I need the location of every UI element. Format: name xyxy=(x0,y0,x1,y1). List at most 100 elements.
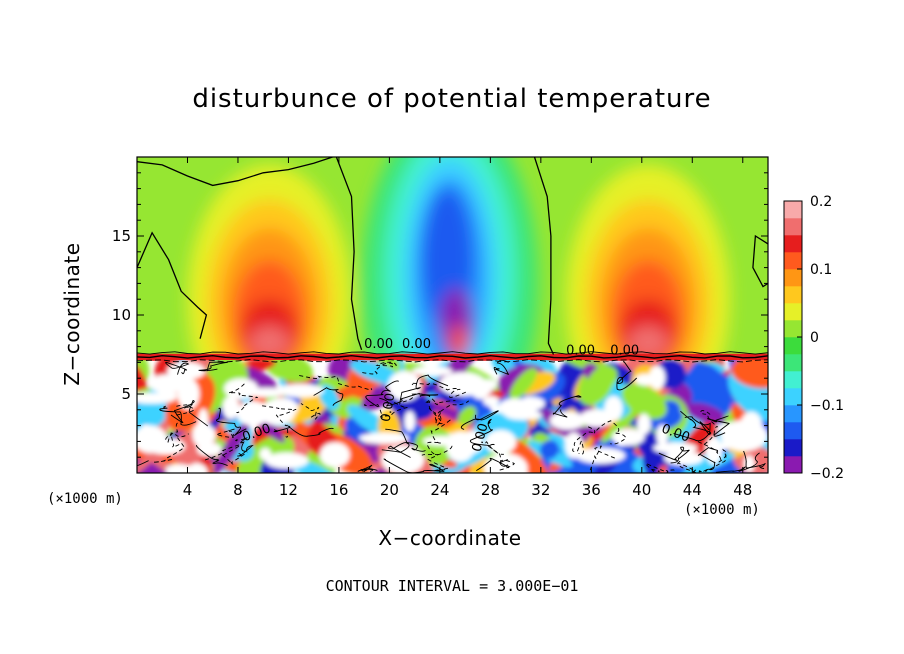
contour-line-lower xyxy=(273,425,334,437)
white-patch xyxy=(259,447,272,461)
contour-line-lower xyxy=(165,422,181,448)
contour-line-lower xyxy=(313,387,344,406)
white-patch xyxy=(637,413,651,435)
contour-line-lower xyxy=(743,450,766,469)
white-patch xyxy=(388,370,422,402)
x-tick-label: 8 xyxy=(233,481,243,499)
colorbar-swatch xyxy=(784,337,802,355)
turbulent-patch xyxy=(731,360,768,389)
white-patch xyxy=(483,395,500,407)
contour-line-lower xyxy=(198,361,228,372)
white-patch xyxy=(264,452,309,469)
warm-lobe-right xyxy=(627,326,669,358)
white-patch xyxy=(244,387,288,398)
contour-line-lower xyxy=(228,383,258,414)
contour-line-lower xyxy=(300,403,321,420)
colorbar-swatch xyxy=(784,371,802,389)
turbulent-patch xyxy=(685,402,726,425)
interface-contour xyxy=(136,351,769,355)
warm-lobe-left xyxy=(249,326,290,358)
white-patch xyxy=(165,464,193,473)
white-patch xyxy=(259,399,296,426)
contour-line-lower xyxy=(677,460,703,473)
contour-line-lower xyxy=(460,410,499,430)
contour-line-lower xyxy=(365,380,399,408)
interface-contour xyxy=(136,359,769,363)
contour-line-lower xyxy=(262,405,297,438)
contour-label: 0.00 xyxy=(470,422,492,454)
colorbar-swatch xyxy=(784,388,802,406)
white-patch xyxy=(611,428,645,446)
white-patch xyxy=(277,383,324,398)
contour-label: 0.00 xyxy=(379,392,399,423)
colorbar-swatch xyxy=(784,218,802,236)
colorbar-swatch xyxy=(784,422,802,440)
colorbar-swatch xyxy=(784,286,802,304)
white-patch xyxy=(467,383,492,397)
white-patch xyxy=(579,409,614,427)
turbulent-patch xyxy=(642,446,661,473)
white-patch xyxy=(740,411,763,440)
contour-line-lower xyxy=(645,463,675,473)
contour-interval-note: CONTOUR INTERVAL = 3.000E−01 xyxy=(325,577,579,595)
y-tick-label: 10 xyxy=(112,306,131,324)
colorbar-swatch xyxy=(784,354,802,372)
contour-label: 0.00 xyxy=(402,337,431,352)
contour-line-lower xyxy=(195,445,228,467)
x-tick-label: 32 xyxy=(531,481,550,499)
x-unit-right: (×1000 m) xyxy=(684,502,760,518)
colorbar-swatch xyxy=(784,269,802,287)
contour-line-lower xyxy=(469,418,495,446)
white-patch xyxy=(705,436,722,465)
turbulent-patch xyxy=(601,403,644,444)
turbulent-patch xyxy=(262,360,313,383)
white-patch xyxy=(222,395,240,420)
interface-contour xyxy=(136,354,769,359)
contour-line-lower xyxy=(476,457,510,471)
white-patch xyxy=(404,411,416,432)
y-tick-label: 5 xyxy=(121,385,131,403)
cold-column-spike xyxy=(451,324,467,360)
turbulent-patch xyxy=(587,365,618,393)
white-patch xyxy=(484,453,528,473)
colorbar: 0.2 0.1 0 −0.1 −0.2 xyxy=(783,194,844,482)
white-patch xyxy=(167,361,205,380)
x-tick-label: 44 xyxy=(683,481,702,499)
colorbar-tick-label: 0.1 xyxy=(810,262,832,278)
contour-line-lower xyxy=(589,445,615,471)
zero-contour-upper xyxy=(533,157,555,355)
contour-line-lower xyxy=(572,431,593,455)
white-patch xyxy=(146,437,186,455)
white-patch xyxy=(505,409,542,421)
contour-lines: 0.00 0.00 0.00 0.000.000.000.00 0.00 xyxy=(136,157,769,473)
white-patch xyxy=(656,424,668,447)
turbulent-patch xyxy=(621,383,667,420)
white-patch xyxy=(193,423,216,446)
turbulent-patch xyxy=(212,421,250,473)
x-tick-label: 4 xyxy=(183,481,193,499)
temperature-field xyxy=(137,157,768,473)
colorbar-swatch xyxy=(784,439,802,457)
white-patch xyxy=(446,431,475,463)
x-tick-label: 40 xyxy=(632,481,651,499)
interface-band xyxy=(137,353,768,362)
contour-line-lower xyxy=(170,399,208,427)
white-patch xyxy=(634,373,657,386)
contour-line-lower xyxy=(697,441,727,472)
zero-contour-upper xyxy=(137,157,333,187)
contour-label: 0.00 xyxy=(610,344,639,359)
contour-line-lower xyxy=(216,407,247,437)
white-patch xyxy=(549,411,586,430)
contour-line-lower xyxy=(421,454,448,472)
white-patch xyxy=(485,429,517,455)
contour-line-lower xyxy=(204,444,248,465)
white-patch xyxy=(319,442,350,468)
turbulent-patch xyxy=(539,439,559,460)
turbulent-patch xyxy=(509,367,538,400)
x-tick-label: 12 xyxy=(279,481,298,499)
x-tick-label: 28 xyxy=(481,481,500,499)
contour-line-lower xyxy=(383,458,445,473)
